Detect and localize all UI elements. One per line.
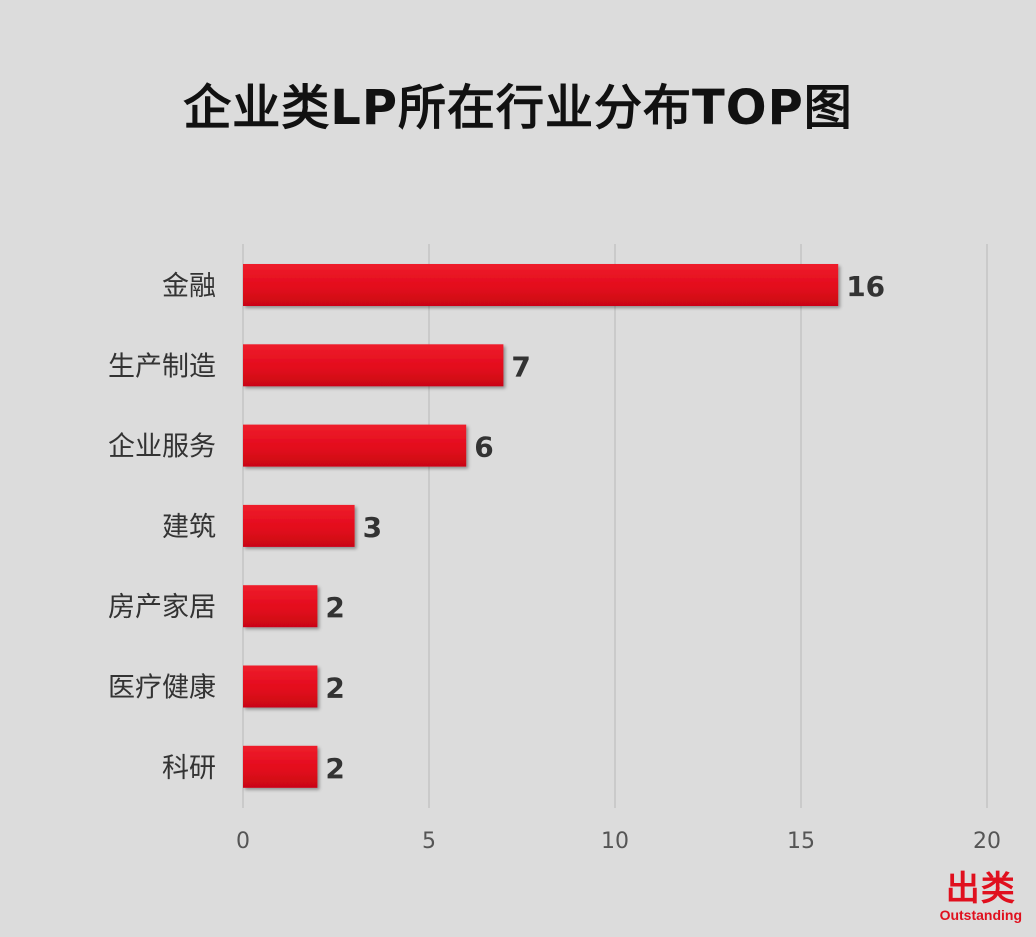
category-label: 建筑	[162, 512, 216, 543]
value-label: 6	[474, 431, 493, 464]
value-label: 2	[325, 752, 344, 785]
brand-main-text: 出类	[945, 869, 1016, 909]
x-tick-label: 0	[236, 829, 250, 854]
category-label: 企业服务	[108, 432, 216, 463]
value-label: 16	[846, 270, 885, 303]
bar-2	[243, 344, 504, 387]
bar-5	[243, 585, 318, 628]
x-tick-label: 20	[973, 829, 1001, 854]
category-label: 生产制造	[108, 351, 216, 382]
category-label: 医疗健康	[108, 673, 216, 704]
x-tick-label: 15	[787, 829, 815, 854]
value-label: 3	[363, 511, 382, 544]
value-label: 2	[325, 591, 344, 624]
labels: 0 5 10 15 20 金融 16 生产制造 7 企业服务 6 建筑 3 房产家居 2 医疗健康 2 科研 2	[108, 270, 1001, 854]
bar-4	[243, 504, 355, 547]
value-label: 2	[325, 672, 344, 705]
brand-sub-text: Outstanding	[939, 907, 1022, 923]
chart-title: 企业类LP所在行业分布TOP图	[183, 80, 853, 136]
bar-6	[243, 665, 318, 708]
bar-3	[243, 424, 467, 467]
brand-logo: 出类 Outstanding	[940, 871, 1022, 923]
bars	[243, 264, 839, 788]
x-tick-label: 10	[601, 829, 629, 854]
bar-1	[243, 264, 839, 306]
category-label: 金融	[162, 271, 216, 302]
category-label: 房产家居	[108, 592, 216, 623]
value-label: 7	[511, 350, 530, 383]
category-label: 科研	[162, 753, 216, 784]
x-tick-label: 5	[422, 829, 436, 854]
bar-7	[243, 745, 318, 788]
grid-lines	[242, 244, 988, 808]
